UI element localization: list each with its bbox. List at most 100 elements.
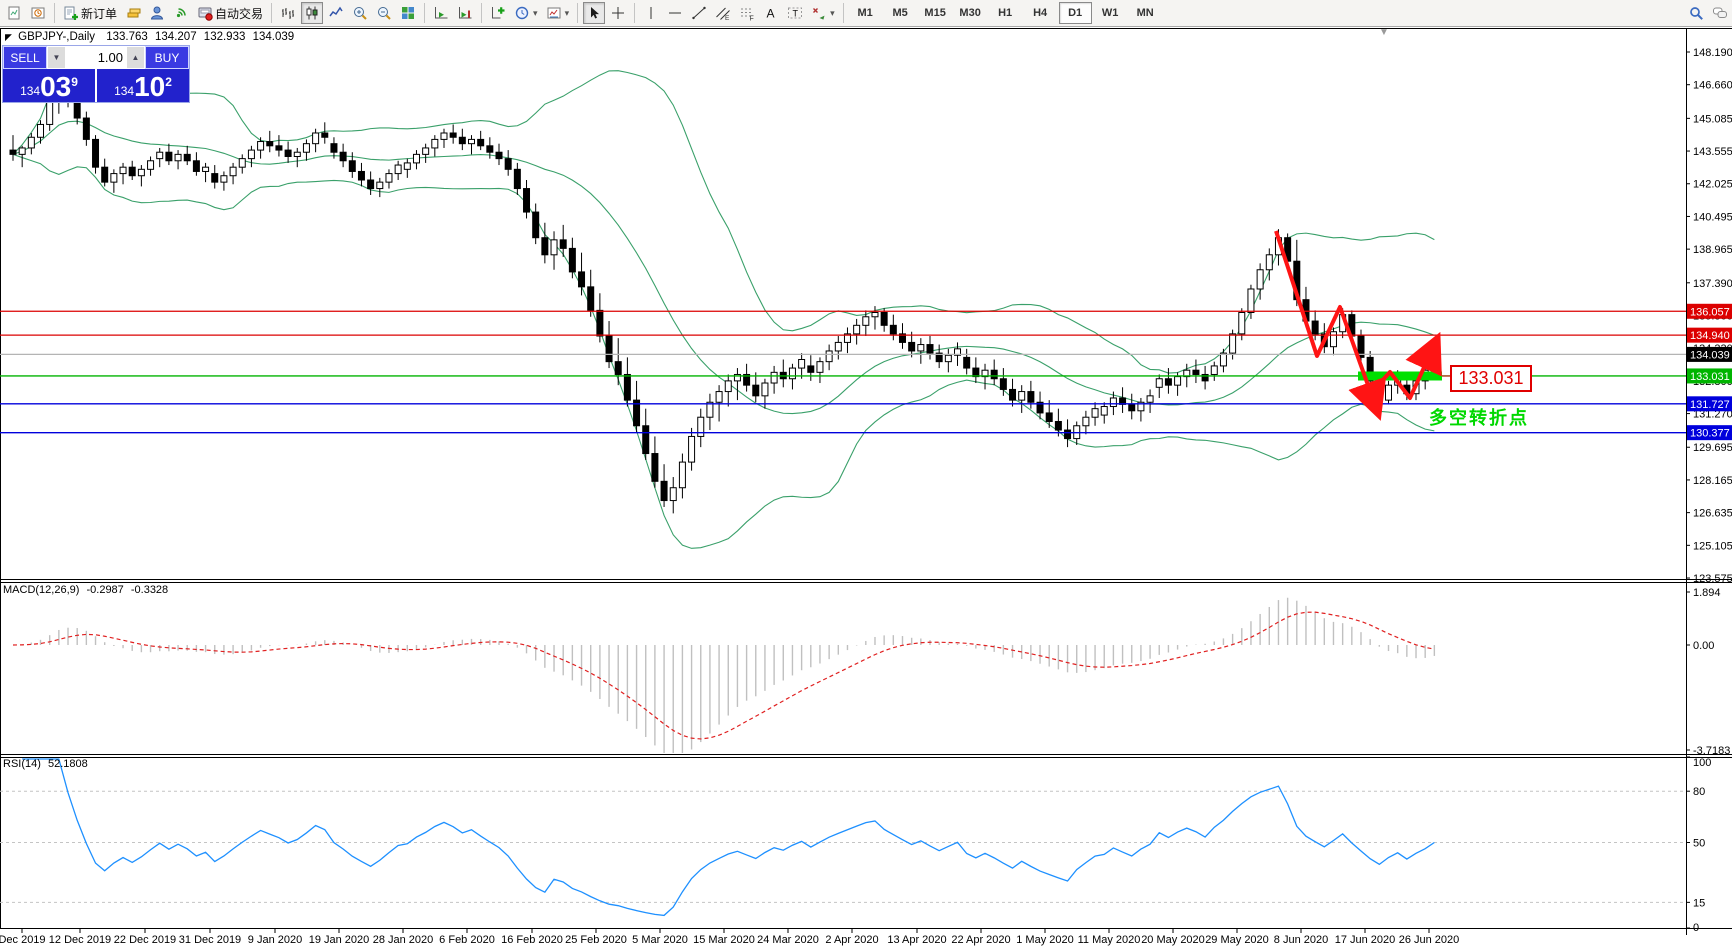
- buy-button[interactable]: BUY: [145, 46, 189, 69]
- macd-indicator-label: MACD(12,26,9) -0.2987 -0.3328: [3, 584, 169, 596]
- candlestick-chart-button[interactable]: [301, 2, 324, 24]
- rsi-panel: 100 80 50 15 0: [0, 756, 1711, 934]
- search-button[interactable]: [1685, 2, 1707, 24]
- crosshair-button[interactable]: [607, 2, 629, 24]
- sell-price[interactable]: 134 03 9: [3, 69, 97, 102]
- svg-text:9 Jan 2020: 9 Jan 2020: [248, 934, 302, 946]
- signals-button[interactable]: [170, 2, 192, 24]
- volume-field[interactable]: 1.00: [65, 47, 127, 68]
- horizontal-price-lines[interactable]: [0, 310, 1686, 434]
- zoom-in-button[interactable]: [349, 2, 371, 24]
- indicators-button[interactable]: [487, 2, 509, 24]
- tile-windows-icon: [402, 7, 415, 19]
- profiles-button[interactable]: [27, 2, 49, 24]
- channel-button[interactable]: E: [712, 2, 734, 24]
- chevron-down-icon[interactable]: ▾: [564, 7, 570, 18]
- candlestick-series: [9, 58, 1438, 514]
- timeframe-mn-button[interactable]: MN: [1136, 7, 1154, 19]
- label-icon: T: [788, 7, 803, 19]
- toolbar-separator: [842, 3, 844, 23]
- cursor-button[interactable]: [583, 2, 606, 24]
- timeframe-w1-button[interactable]: W1: [1101, 7, 1119, 19]
- new-chart-button[interactable]: [3, 2, 25, 24]
- trendline-icon: [692, 6, 706, 20]
- timeframe-m15-button[interactable]: M15: [924, 7, 946, 19]
- svg-text:28 Jan 2020: 28 Jan 2020: [373, 934, 434, 946]
- price-badge: [1687, 396, 1732, 412]
- buy-price[interactable]: 134 10 2: [114, 71, 172, 102]
- horizontal-line-icon: [669, 12, 682, 14]
- fibonacci-icon: F: [741, 8, 754, 21]
- price-axis[interactable]: 148.190 146.660 145.085 143.555 142.025 140.4…: [1686, 47, 1732, 585]
- templates-button[interactable]: ▾: [543, 2, 573, 24]
- timeframe-m30-button[interactable]: M30: [959, 7, 981, 19]
- vertical-line-button[interactable]: [640, 2, 662, 24]
- svg-text:22 Apr 2020: 22 Apr 2020: [951, 934, 1010, 946]
- zoom-out-button[interactable]: [373, 2, 395, 24]
- volume-increase-button[interactable]: ▲: [127, 47, 144, 68]
- new-chart-icon: [8, 6, 20, 20]
- fibonacci-button[interactable]: F: [736, 2, 758, 24]
- svg-text:15: 15: [1693, 897, 1705, 909]
- text-icon: A: [767, 7, 775, 21]
- svg-text:26 Jun 2020: 26 Jun 2020: [1399, 934, 1460, 946]
- toolbar-separator: [577, 3, 579, 23]
- new-order-button[interactable]: 新订单: [60, 2, 120, 24]
- channel-icon: E: [716, 7, 730, 21]
- support-bar-annotation[interactable]: [1358, 371, 1442, 381]
- autotrading-button[interactable]: 自动交易: [194, 2, 266, 24]
- time-axis[interactable]: Dec 2019 12 Dec 2019 22 Dec 2019 31 Dec 201…: [0, 929, 1459, 946]
- chart-shift-marker-icon[interactable]: ▼: [1379, 27, 1389, 38]
- svg-text:24 Mar 2020: 24 Mar 2020: [757, 934, 819, 946]
- price-callout-annotation[interactable]: 133.031: [1450, 365, 1532, 392]
- timeframe-m1-button[interactable]: M1: [857, 7, 873, 19]
- price-badge: [1687, 368, 1732, 384]
- text-button[interactable]: A: [760, 2, 782, 24]
- toolbar-separator: [634, 3, 636, 23]
- chart-shift-button[interactable]: [454, 2, 476, 24]
- bar-chart-button[interactable]: [277, 2, 299, 24]
- market-icon: [150, 6, 164, 20]
- svg-text:12 Dec 2019: 12 Dec 2019: [49, 934, 111, 946]
- metaeditor-button[interactable]: [122, 2, 144, 24]
- price-badge: [1687, 303, 1732, 319]
- trend-zigzag-annotation[interactable]: [1274, 230, 1450, 421]
- auto-scroll-button[interactable]: [430, 2, 452, 24]
- toolbar-separator: [424, 3, 426, 23]
- sell-button[interactable]: SELL: [3, 46, 47, 69]
- tile-windows-button[interactable]: [397, 2, 419, 24]
- arrows-button[interactable]: ▾: [808, 2, 838, 24]
- timeframe-h4-button[interactable]: H4: [1033, 7, 1048, 19]
- signals-icon: [176, 8, 186, 18]
- trendline-button[interactable]: [688, 2, 710, 24]
- price-badge: [1687, 425, 1732, 441]
- new-order-label: 新订单: [81, 6, 118, 21]
- timeframe-h1-button[interactable]: H1: [998, 7, 1013, 19]
- svg-text:1.894: 1.894: [1693, 587, 1721, 599]
- chevron-down-icon[interactable]: ▾: [533, 7, 538, 18]
- chevron-down-icon[interactable]: ▾: [830, 7, 835, 18]
- collapse-triangle-icon[interactable]: ◤: [5, 32, 12, 42]
- toolbar-separator: [54, 3, 55, 23]
- line-chart-button[interactable]: [325, 2, 347, 24]
- timeframe-d1-button[interactable]: D1: [1058, 2, 1092, 24]
- volume-decrease-button[interactable]: ▼: [48, 47, 65, 68]
- timeframe-m5-button[interactable]: M5: [892, 7, 908, 19]
- label-button[interactable]: T: [784, 2, 806, 24]
- horizontal-line-button[interactable]: [664, 2, 686, 24]
- svg-text:25 Feb 2020: 25 Feb 2020: [565, 934, 627, 946]
- chat-button[interactable]: [1709, 2, 1731, 24]
- ohlc-low: 132.933: [203, 31, 246, 43]
- periods-button[interactable]: ▾: [511, 2, 541, 24]
- search-icon: [1690, 7, 1703, 20]
- svg-text:131.727: 131.727: [1690, 399, 1730, 411]
- svg-text:125.105: 125.105: [1693, 540, 1732, 552]
- arrows-icon: [813, 8, 825, 20]
- svg-text:143.555: 143.555: [1693, 146, 1732, 158]
- svg-text:146.660: 146.660: [1693, 80, 1732, 92]
- market-button[interactable]: [146, 2, 168, 24]
- turning-point-annotation[interactable]: 多空转折点: [1429, 408, 1529, 428]
- svg-text:19 Jan 2020: 19 Jan 2020: [309, 934, 370, 946]
